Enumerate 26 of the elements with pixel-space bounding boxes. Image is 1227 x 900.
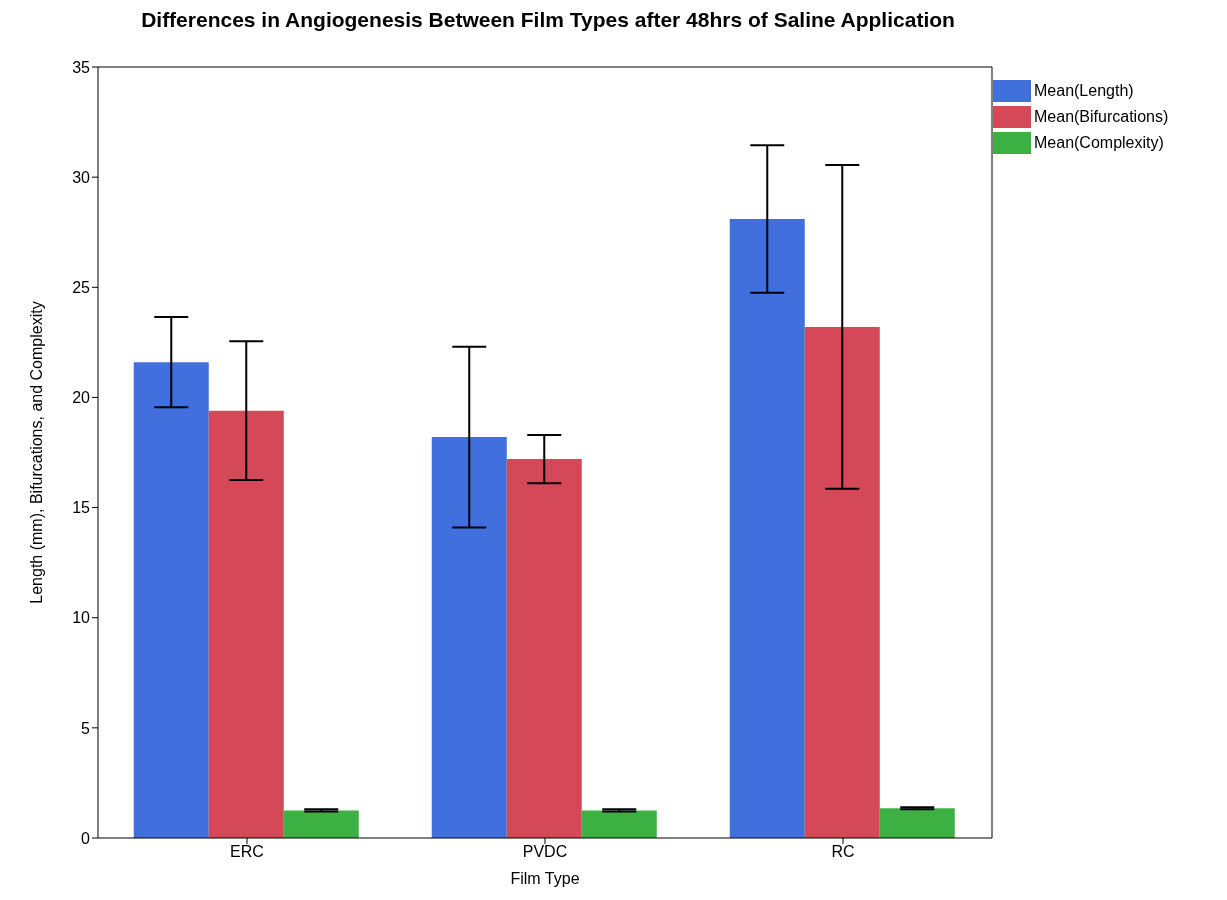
x-tick-label: ERC: [230, 843, 264, 861]
bar: [506, 459, 582, 838]
legend-label: Mean(Complexity): [1034, 134, 1164, 152]
y-tick-label: 5: [81, 719, 91, 737]
bar: [879, 808, 955, 838]
bar: [133, 362, 209, 838]
legend-label: Mean(Length): [1034, 82, 1134, 100]
y-tick-label: 0: [81, 829, 91, 847]
bar: [729, 219, 805, 838]
x-tick-label: PVDC: [522, 843, 568, 861]
y-tick-label: 35: [72, 58, 91, 76]
bar: [283, 810, 359, 838]
y-tick-label: 25: [72, 278, 91, 296]
y-axis-title: Length (mm), Bifurcations, and Complexity: [27, 301, 45, 604]
bar: [804, 326, 880, 838]
y-tick-label: 10: [72, 609, 91, 627]
bar: [581, 810, 657, 838]
x-tick-label: RC: [831, 843, 855, 861]
x-axis-title: Film Type: [510, 870, 580, 887]
y-tick-label: 20: [72, 389, 91, 407]
legend-label: Mean(Bifurcations): [1034, 108, 1169, 126]
bar: [431, 437, 507, 838]
bar: [208, 410, 284, 838]
chart-title: Differences in Angiogenesis Between Film Types after 48hrs of Saline Application: [140, 8, 956, 32]
y-tick-label: 30: [72, 168, 91, 186]
y-tick-label: 15: [72, 499, 91, 517]
